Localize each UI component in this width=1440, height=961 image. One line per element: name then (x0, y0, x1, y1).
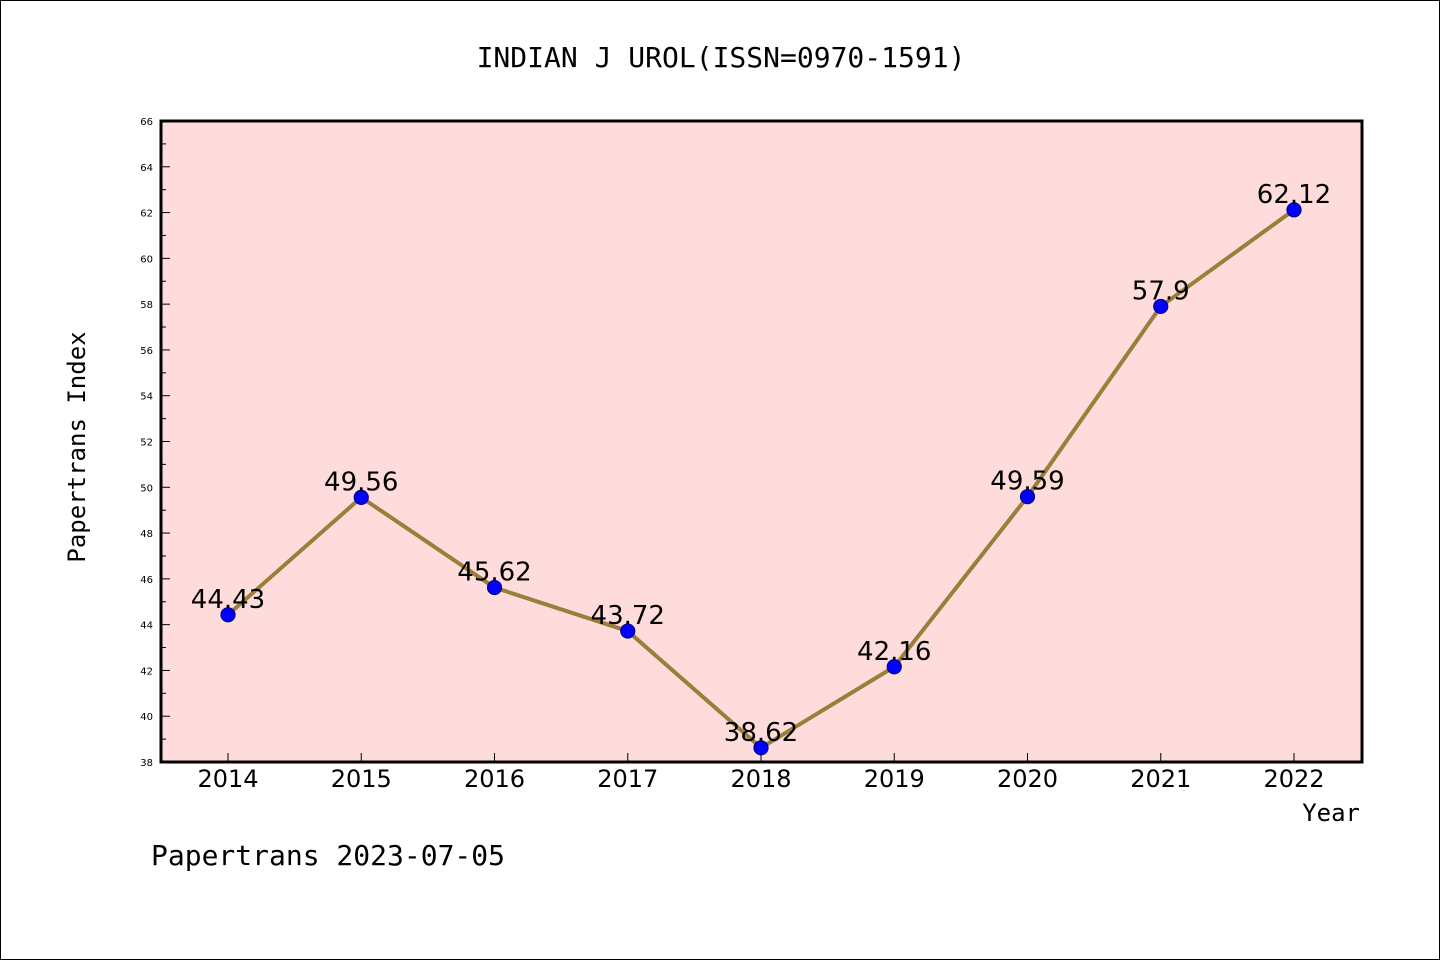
x-tick-label: 2018 (730, 765, 791, 793)
data-label: 49.59 (990, 467, 1064, 497)
data-points (220, 202, 1302, 756)
y-tick-label: 58 (140, 300, 153, 311)
y-tick-label: 46 (140, 575, 153, 586)
y-tick-label: 52 (140, 438, 153, 449)
y-tick-label: 48 (140, 529, 153, 540)
y-tick-label: 44 (140, 621, 153, 632)
data-label: 43.72 (591, 601, 665, 631)
data-label: 42.16 (857, 637, 931, 667)
y-tick-label: 38 (140, 758, 153, 769)
data-label: 62.12 (1257, 180, 1331, 210)
x-tick-label: 2014 (197, 765, 258, 793)
x-tick-label: 2020 (997, 765, 1058, 793)
data-point (1153, 298, 1169, 315)
data-label: 49.56 (324, 467, 398, 497)
data-point (486, 579, 503, 596)
chart-title: INDIAN J UROL(ISSN=0970-1591) (477, 41, 966, 74)
x-tick-label: 2021 (1130, 765, 1191, 793)
y-tick-label: 54 (140, 392, 153, 403)
y-tick-label: 42 (140, 666, 153, 677)
x-axis: 2014 2015 2016 2017 2018 2019 2020 2021 2022 (197, 753, 1325, 793)
y-tick-label: 56 (140, 346, 153, 357)
y-tick-label: 64 (140, 163, 153, 174)
y-tick-label: 60 (140, 254, 153, 265)
data-point (353, 489, 369, 505)
y-tick-label: 66 (140, 117, 153, 128)
data-point (220, 607, 236, 623)
y-axis-label: Papertrans Index (63, 331, 91, 562)
plot-area (159, 119, 1364, 764)
data-label: 44.43 (191, 585, 265, 615)
footer-note: Papertrans 2023-07-05 (151, 839, 505, 872)
x-axis-label: Year (1302, 799, 1360, 827)
data-label: 45.62 (457, 558, 531, 588)
data-labels: 44.43 49.56 45.62 43.72 38.62 42.16 49.59 57.9 6… (191, 180, 1331, 748)
data-label: 57.9 (1132, 276, 1190, 306)
y-tick-label: 62 (140, 209, 153, 220)
data-point (753, 740, 769, 756)
x-tick-label: 2022 (1263, 765, 1324, 793)
data-point (620, 623, 636, 639)
data-point (1019, 489, 1036, 505)
data-point (886, 659, 902, 675)
x-tick-label: 2015 (331, 765, 392, 793)
x-tick-label: 2017 (597, 765, 658, 793)
y-tick-label: 40 (140, 712, 153, 723)
x-tick-label: 2019 (864, 765, 925, 793)
data-label: 38.62 (724, 718, 798, 748)
y-tick-label: 50 (140, 483, 153, 494)
data-point (1286, 202, 1302, 218)
y-axis: 38 40 42 44 46 48 50 52 54 56 58 60 62 64 66 (140, 117, 170, 769)
x-tick-label: 2016 (464, 765, 525, 793)
